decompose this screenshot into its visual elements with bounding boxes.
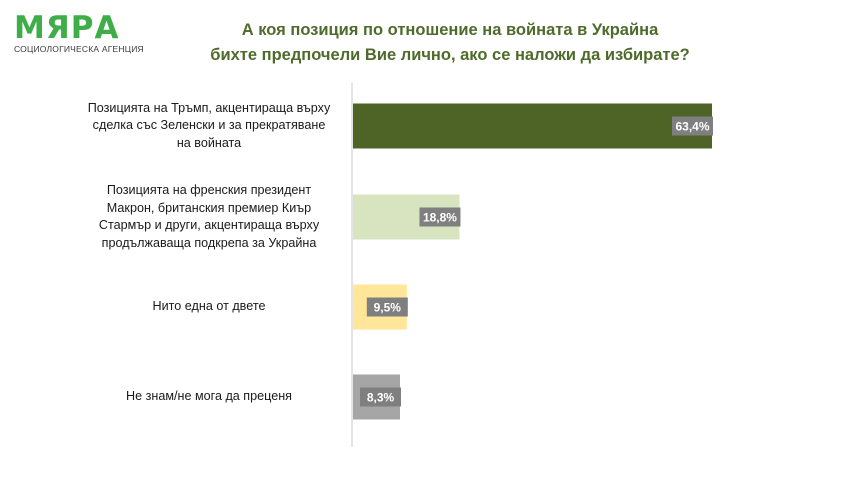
category-label-2-line-3: Стармър и други, акцентираща върху	[98, 218, 320, 232]
category-label-4: Не знам/не мога да преценя	[74, 388, 344, 406]
category-label-3-line-1: Нито една от двете	[152, 299, 266, 314]
category-label-4-line-1: Не знам/не мога да преценя	[126, 389, 292, 404]
chart-title-line-2: бихте предпочели Вие лично, ако се налож…	[210, 46, 690, 64]
data-label-1: 63,4%	[675, 120, 709, 134]
data-label-3: 9,5%	[374, 301, 402, 315]
logo: МЯРА СОЦИОЛОГИЧЕСКА АГЕНЦИЯ	[14, 10, 144, 54]
category-label-1-line-3: на войната	[176, 135, 242, 150]
category-label-3: Нито една от двете	[74, 298, 344, 316]
data-label-box-1	[672, 116, 713, 136]
data-label-box-2	[419, 207, 461, 227]
chart-title-line-1: А коя позиция по отношение на войната в …	[241, 21, 659, 39]
logo-subtitle: СОЦИОЛОГИЧЕСКА АГЕНЦИЯ	[14, 44, 144, 54]
chart-title: А коя позиция по отношение на войната в …	[150, 18, 750, 68]
category-label-2: Позицията на френския президент Макрон, б…	[74, 182, 344, 252]
data-label-4: 8,3%	[367, 391, 395, 405]
category-label-1-line-2: сделка със Зеленски и за прекратяване	[92, 118, 326, 133]
category-label-2-line-1: Позицията на френския президент	[106, 183, 312, 197]
category-label-2-line-4: продължаваща подкрепа за Украйна	[101, 235, 317, 250]
category-label-1-line-1: Позицията на Тръмп, акцентираща върху	[87, 100, 331, 115]
data-label-2: 18,8%	[423, 211, 457, 225]
data-label-box-3	[366, 297, 408, 317]
logo-wordmark: МЯРА	[14, 10, 120, 46]
bar-1	[353, 103, 712, 149]
category-label-1: Позицията на Тръмп, акцентираща върху сде…	[74, 100, 344, 153]
data-label-box-4	[359, 387, 401, 407]
category-label-2-line-2: Макрон, британския премиер Киър	[106, 200, 312, 215]
